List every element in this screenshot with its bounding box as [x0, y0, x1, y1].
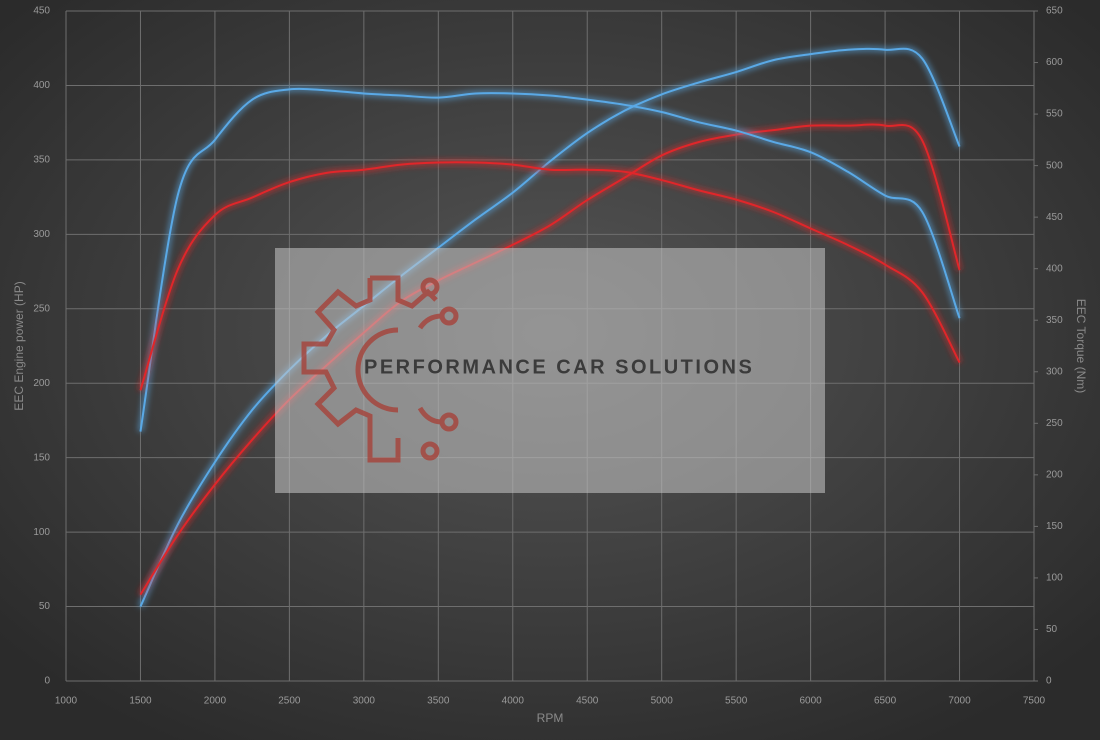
watermark-logo — [301, 275, 459, 463]
y2-tick-label: 250 — [1046, 418, 1063, 429]
y2-tick-label: 600 — [1046, 57, 1063, 68]
x-tick-label: 7500 — [1023, 696, 1046, 707]
y2-tick-label: 650 — [1046, 6, 1063, 17]
x-tick-label: 4000 — [502, 696, 525, 707]
x-tick-label: 2000 — [204, 696, 227, 707]
y-tick-label: 450 — [33, 6, 50, 17]
y-tick-label: 100 — [33, 527, 50, 538]
lines — [137, 45, 963, 608]
y2-tick-label: 500 — [1046, 160, 1063, 171]
x-tick-label: 3000 — [353, 696, 376, 707]
watermark: PERFORMANCE CAR SOLUTIONS — [275, 248, 825, 493]
x-tick-label: 4500 — [576, 696, 599, 707]
y2-tick-label: 300 — [1046, 366, 1063, 377]
y-tick-label: 300 — [33, 229, 50, 240]
y2-axis-title: EEC Torque (Nm) — [1074, 299, 1088, 393]
x-tick-label: 3500 — [427, 696, 450, 707]
x-tick-label: 6000 — [799, 696, 822, 707]
y2-tick-label: 400 — [1046, 263, 1063, 274]
series-line — [139, 87, 961, 432]
x-tick-label: 1000 — [55, 696, 78, 707]
y2-tick-label: 0 — [1046, 676, 1052, 687]
x-tick-label: 5500 — [725, 696, 748, 707]
y-tick-label: 50 — [39, 601, 51, 612]
y-tick-label: 150 — [33, 452, 50, 463]
y-tick-label: 0 — [44, 676, 50, 687]
x-tick-label: 1500 — [129, 696, 152, 707]
series-line — [139, 47, 961, 607]
y-tick-label: 400 — [33, 80, 50, 91]
x-axis-title: RPM — [537, 711, 564, 725]
y2-tick-label: 450 — [1046, 212, 1063, 223]
y2-tick-label: 200 — [1046, 469, 1063, 480]
y-tick-label: 250 — [33, 303, 50, 314]
y2-tick-label: 150 — [1046, 521, 1063, 532]
x-tick-label: 7000 — [948, 696, 971, 707]
y2-tick-label: 350 — [1046, 315, 1063, 326]
y2-tick-label: 50 — [1046, 624, 1058, 635]
x-tick-label: 5000 — [651, 696, 674, 707]
watermark-box — [275, 248, 825, 493]
x-tick-label: 2500 — [278, 696, 301, 707]
x-tick-label: 6500 — [874, 696, 897, 707]
series-line — [139, 161, 961, 391]
y2-tick-label: 550 — [1046, 109, 1063, 120]
y-tick-label: 350 — [33, 155, 50, 166]
y2-tick-label: 100 — [1046, 573, 1063, 584]
y-axis-title: EEC Engine power (HP) — [12, 281, 26, 410]
y-tick-label: 200 — [33, 378, 50, 389]
watermark-text: PERFORMANCE CAR SOLUTIONS — [364, 356, 754, 378]
